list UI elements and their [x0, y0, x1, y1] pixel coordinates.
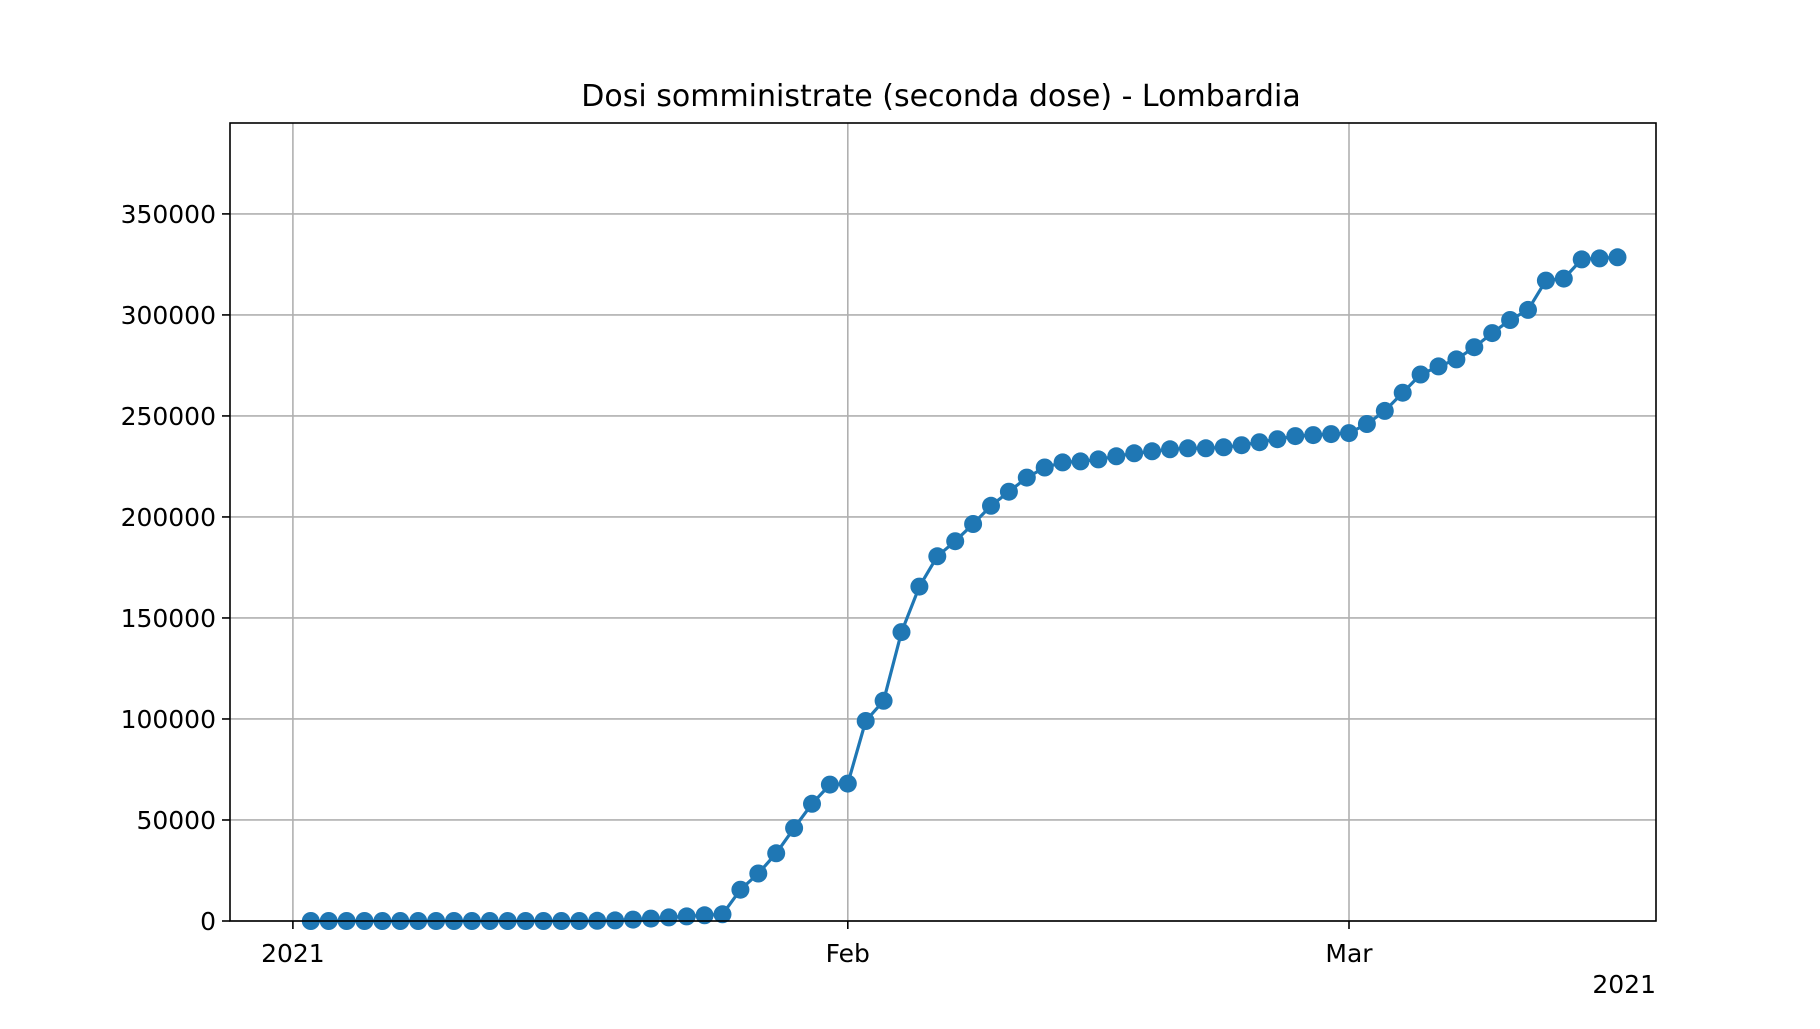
- data-point-marker: [1375, 401, 1394, 420]
- data-point-marker: [1483, 324, 1502, 343]
- data-point-marker: [1554, 269, 1573, 288]
- y-tick-label: 300000: [121, 301, 216, 330]
- data-point-marker: [946, 532, 965, 551]
- data-point-marker: [1268, 430, 1287, 449]
- data-point-marker: [928, 547, 947, 566]
- data-point-marker: [999, 482, 1018, 501]
- data-point-marker: [1572, 250, 1591, 269]
- data-point-marker: [1519, 300, 1537, 319]
- data-point-marker: [1340, 424, 1358, 443]
- data-point-marker: [838, 774, 857, 793]
- grid-lines: [222, 123, 1656, 929]
- data-point-marker: [1089, 450, 1108, 469]
- data-point-marker: [1161, 440, 1179, 459]
- data-point-marker: [820, 775, 839, 794]
- data-point-marker: [1393, 383, 1412, 402]
- data-point-marker: [624, 910, 642, 929]
- data-point-marker: [677, 907, 696, 926]
- data-point-marker: [767, 844, 786, 863]
- y-axis-tick-labels: 0 50000 100000 150000 200000 250000 300000 3500…: [121, 200, 216, 936]
- data-point-marker: [1143, 442, 1162, 461]
- data-point-marker: [785, 819, 804, 838]
- y-tick-label: 350000: [121, 200, 216, 229]
- data-point-marker: [1232, 436, 1251, 455]
- data-point-marker: [659, 908, 678, 927]
- y-tick-label: 150000: [121, 604, 216, 633]
- data-point-marker: [695, 906, 714, 925]
- y-tick-label: 0: [200, 907, 216, 936]
- data-point-marker: [1286, 427, 1305, 446]
- y-tick-label: 100000: [121, 705, 216, 734]
- data-point-marker: [1357, 415, 1376, 433]
- data-point-marker: [1250, 433, 1269, 452]
- data-point-marker: [1214, 438, 1233, 457]
- data-point-marker: [1411, 365, 1430, 384]
- data-point-marker: [1608, 248, 1627, 267]
- data-point-marker: [713, 905, 732, 924]
- data-point-marker: [892, 623, 911, 642]
- data-point-marker: [910, 577, 929, 596]
- data-point-marker: [1501, 311, 1520, 329]
- chart-title: Dosi somministrate (seconda dose) - Lomb…: [581, 79, 1300, 114]
- data-point-marker: [1304, 426, 1323, 445]
- data-point-marker: [1178, 439, 1197, 458]
- data-point-marker: [1322, 425, 1341, 444]
- data-point-marker: [803, 794, 821, 813]
- y-tick-label: 50000: [136, 806, 216, 835]
- data-point-marker: [1196, 439, 1215, 458]
- x-tick-label: Feb: [826, 939, 870, 968]
- data-point-marker: [964, 515, 983, 533]
- data-point-marker: [731, 880, 750, 899]
- data-point-marker: [749, 864, 768, 883]
- data-point-marker: [1053, 453, 1072, 472]
- data-point-marker: [1107, 447, 1126, 466]
- data-point-marker: [982, 496, 1000, 515]
- data-point-marker: [856, 712, 875, 730]
- data-point-marker: [1447, 350, 1466, 369]
- data-point-marker: [1125, 444, 1144, 463]
- data-point-marker: [1465, 338, 1484, 357]
- x-axis-tick-labels: 2021 Feb Mar: [261, 939, 1373, 968]
- plot-area-frame: [229, 122, 1657, 922]
- x-tick-label: 2021: [261, 939, 325, 968]
- y-tick-label: 250000: [121, 402, 216, 431]
- data-point-marker: [1429, 357, 1448, 376]
- data-point-marker: [1017, 468, 1036, 487]
- x-tick-label: Mar: [1325, 939, 1373, 968]
- data-point-marker: [1536, 271, 1555, 290]
- y-tick-label: 200000: [121, 503, 216, 532]
- data-point-marker: [1590, 249, 1609, 268]
- data-point-marker: [641, 909, 660, 928]
- data-point-marker: [1035, 458, 1054, 477]
- x-axis-offset-label: 2021: [1592, 970, 1656, 999]
- data-point-marker: [1071, 452, 1090, 471]
- data-point-marker: [874, 691, 893, 710]
